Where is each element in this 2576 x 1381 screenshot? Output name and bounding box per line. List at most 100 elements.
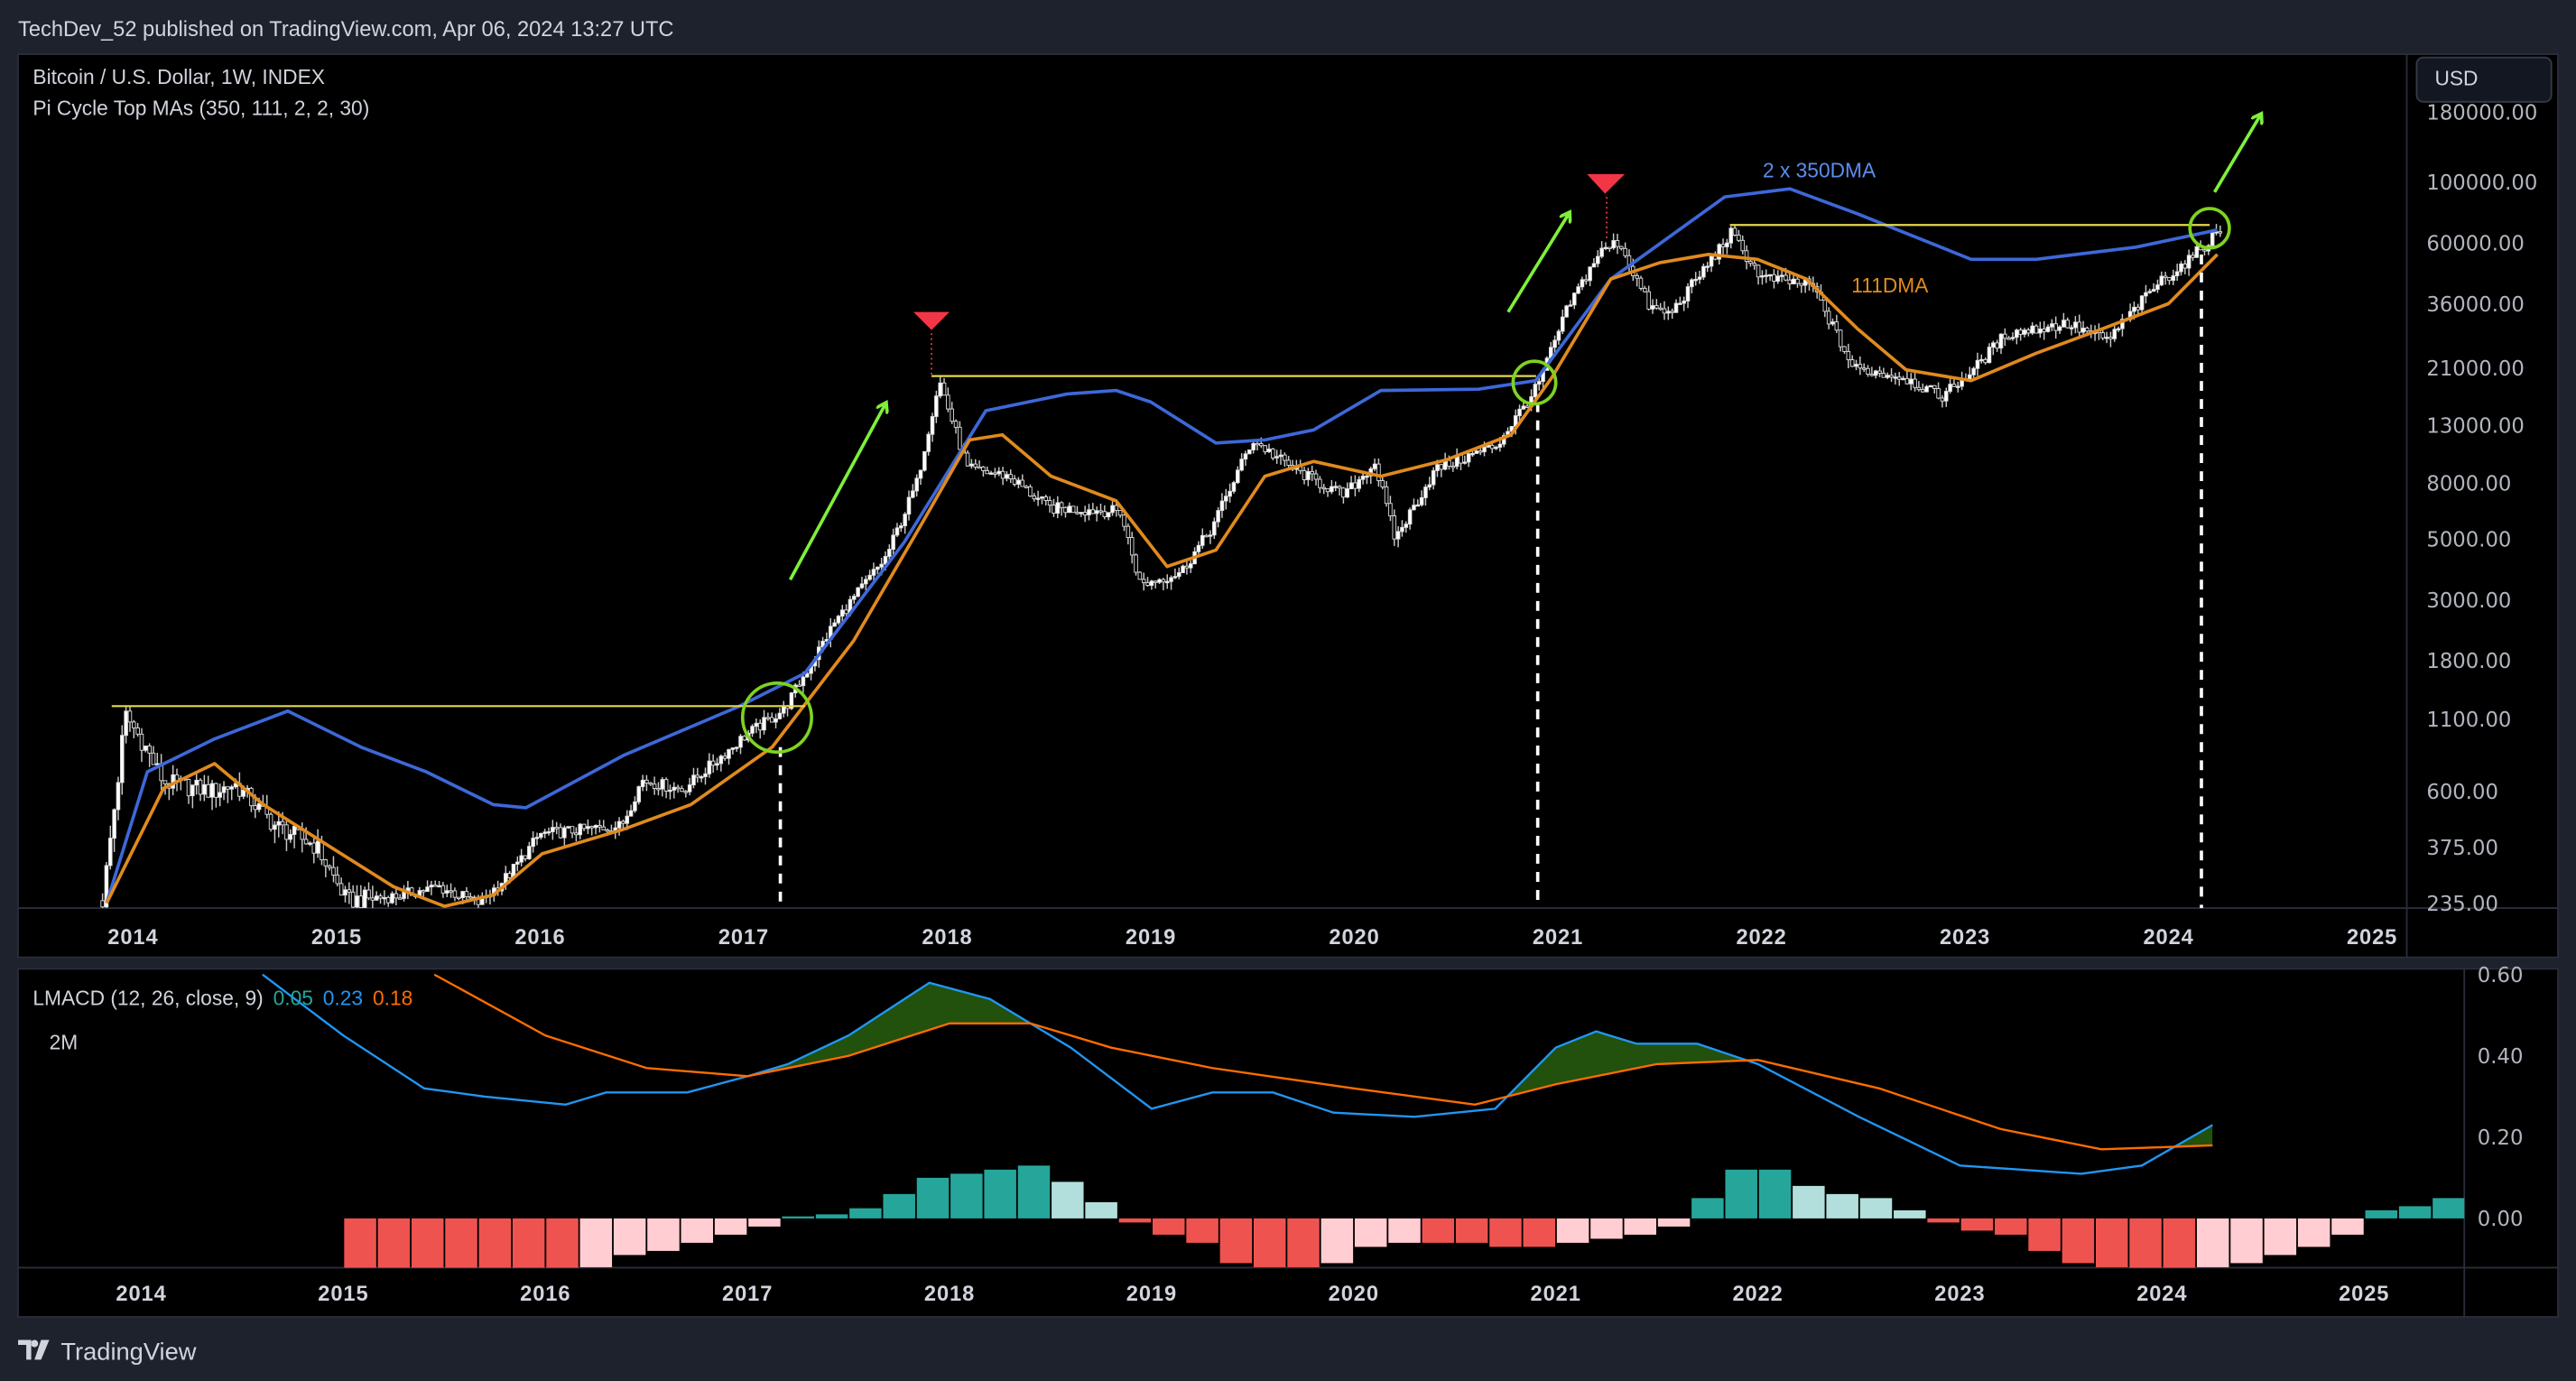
candle [1764,269,1769,283]
currency-button-label[interactable]: USD [2434,67,2478,90]
candle [1376,458,1381,487]
candle [1619,246,1624,251]
candle [1658,302,1663,311]
time-tick-label: 2021 [1531,1283,1581,1306]
candle [1122,514,1126,532]
candle [1928,385,1933,388]
candle [672,782,677,799]
symbol-legend[interactable]: Bitcoin / U.S. Dollar, 1W, INDEX [32,65,325,88]
currency-button[interactable]: USD [2415,56,2553,103]
candle [2179,261,2183,276]
candle [601,820,606,830]
candle [636,785,642,805]
price-tick-label: 1800.00 [2426,650,2511,673]
candle [1940,394,1945,408]
candle [581,823,587,831]
ma350-label: 2 x 350DMA [1763,158,1876,181]
candle [765,712,771,721]
candle [292,822,297,848]
candle [934,390,939,423]
candle [132,719,136,739]
candle [1494,445,1498,450]
candle [1204,533,1209,538]
time-axis-bottom[interactable]: 2014 2015 2016 2017 2018 2019 2020 2021 2022 2023… [116,1283,2389,1306]
candle [953,419,959,434]
price-tick-label: 13000.00 [2426,414,2525,438]
candle [1043,495,1049,506]
histogram-bar [1894,1210,1926,1219]
histogram-bar [1826,1193,1858,1219]
price-pane[interactable]: 180000.00 100000.00 60000.00 36000.00 21000.… [17,53,2559,1210]
candle [1693,272,1698,286]
time-axis[interactable]: 2014 2015 2016 2017 2018 2019 2020 2021 2022 2023… [107,926,2397,950]
candle [1885,372,1890,380]
candle [1881,367,1886,378]
tradingview-logo[interactable]: TradingView [18,1337,197,1365]
histogram-bar [1691,1198,1724,1219]
candle [1219,493,1225,518]
lmacd-axis[interactable]: 0.60 0.40 0.20 0.00 [2478,964,2524,1231]
candle [338,877,344,896]
candle [1032,493,1037,502]
time-tick-label: 2024 [2136,1283,2187,1306]
candle [449,883,453,898]
candle [1063,506,1068,518]
price-plot[interactable] [100,187,2223,921]
lmacd-pane[interactable]: 0.600.400.200.00 2014 2015 2016 2017 2018 201… [17,964,2559,1318]
candle [562,825,567,847]
cross-circle-2017 [740,681,813,755]
candle [273,820,277,844]
candle [323,858,329,877]
lmacd-legend[interactable]: LMACD (12, 26, close, 9) 0.05 0.23 0.18 [32,986,412,1009]
candle [867,570,872,581]
candle [616,817,622,836]
price-tick-label: 600.00 [2426,781,2498,804]
candle [226,786,230,803]
candle [1102,505,1107,520]
candle [2159,271,2164,286]
candle [1052,498,1056,517]
indicator-legend[interactable]: Pi Cycle Top MAs (350, 111, 2, 2, 30) [32,96,369,119]
candle [1571,292,1577,310]
candle [593,824,598,835]
lmacd-plot[interactable] [262,973,2465,1272]
candle [135,722,140,737]
candle [675,784,681,793]
candle [284,820,289,851]
candle [1904,370,1910,385]
candle [1188,560,1193,573]
price-tick-label: 5000.00 [2426,528,2511,551]
candle [1236,466,1240,485]
candle [1705,262,1710,273]
currency-button-bg[interactable] [2415,56,2553,103]
candle [1059,501,1064,516]
candle [534,832,540,846]
candle [691,767,696,789]
candle [429,880,434,895]
histogram-bar [1354,1218,1387,1247]
candle [1560,310,1565,335]
time-tick-label: 2020 [1329,926,1379,950]
candle [2069,325,2074,336]
candle [531,831,535,853]
candle [198,778,203,802]
histogram-bar [1927,1218,1960,1223]
candle [742,735,747,741]
candle [1775,270,1781,284]
candle [206,775,210,798]
candle [1106,512,1111,521]
candle [1893,372,1898,385]
candle [2112,325,2117,342]
candle [1224,488,1228,510]
candle [1028,484,1033,497]
candle [558,823,563,839]
price-tick-label: 36000.00 [2426,293,2525,317]
histogram-bar [478,1218,512,1268]
candle [112,808,116,852]
price-axis[interactable]: 180000.00 100000.00 60000.00 36000.00 21000.… [2426,102,2537,916]
candle [1646,285,1651,310]
histogram-bar [815,1214,848,1219]
candle [190,784,195,809]
price-tick-label: 3000.00 [2426,589,2511,613]
histogram-bar [1388,1218,1421,1243]
